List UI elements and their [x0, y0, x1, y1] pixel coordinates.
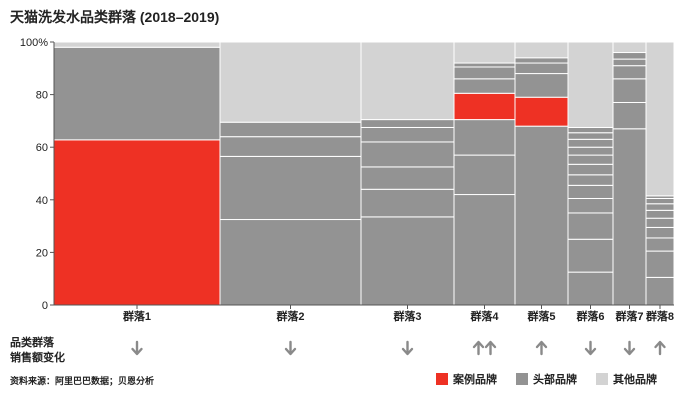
y-tick-label-1: 20 [36, 247, 48, 259]
bar-segment-4-6 [453, 66, 516, 80]
y-tick-label-4: 80 [36, 90, 48, 102]
sales-change-arrow-4-a [472, 340, 485, 356]
bar-segment-7-4 [612, 65, 647, 80]
sales-change-arrow-6 [584, 340, 597, 356]
bar-segment-7-2 [612, 101, 647, 130]
bar-segment-5-4 [514, 62, 569, 75]
sales-change-arrow-7 [623, 340, 636, 356]
bar-segment-3-1 [360, 216, 455, 306]
bar-segment-5-1 [514, 125, 569, 306]
bar-segment-2-4 [219, 121, 362, 138]
bar-segment-7-3 [612, 78, 647, 103]
bar-segment-4-4 [453, 92, 516, 121]
bar-segment-4-1 [453, 194, 516, 306]
sales-change-arrow-1 [131, 340, 143, 356]
bar-segment-2-3 [219, 136, 362, 157]
bar-segment-8-2 [645, 250, 675, 278]
x-axis: 群落1 群落2 群落3 群落4 群落5 群落6 群落7 群落8 [54, 304, 674, 323]
bar-segment-6-4 [567, 197, 614, 214]
bar-segment-6-3 [567, 212, 614, 240]
bar-segment-5-3 [514, 73, 569, 98]
x-tick-label-4: 群落4 [469, 309, 499, 323]
bar-segment-6-1 [567, 271, 614, 306]
legend-label-case: 案例品牌 [453, 374, 497, 386]
sales-change-arrow-4-b [484, 340, 497, 356]
bar-segment-8-10 [645, 41, 675, 197]
bar-segment-8-3 [645, 237, 675, 252]
bar-segment-5-6 [514, 41, 569, 59]
bar-segment-4-2 [453, 154, 516, 196]
bar-segment-3-2 [360, 188, 455, 218]
chart-title: 天猫洗发水品类群落 (2018–2019) [10, 9, 220, 25]
bar-segment-7-6 [612, 52, 647, 60]
bar-segment-3-7 [360, 41, 455, 121]
bar-segment-1-3 [53, 41, 221, 48]
bar-segment-3-4 [360, 141, 455, 168]
legend-swatch-head [516, 373, 528, 385]
sales-change-arrow-5 [535, 340, 548, 356]
bar-segment-6-12 [567, 126, 614, 134]
legend-swatch-case [436, 373, 448, 385]
sales-change-arrow-2 [284, 340, 297, 356]
y-tick-label-5: 100% [20, 37, 48, 49]
bar-segment-3-5 [360, 126, 455, 143]
bar-segment-2-5 [219, 41, 362, 123]
x-tick-label-7: 群落7 [614, 309, 643, 323]
sales-change-arrows [131, 340, 666, 356]
bar-segment-6-9 [567, 146, 614, 156]
legend-item-head: 头部品牌 [516, 371, 577, 387]
bar-segment-4-8 [453, 41, 516, 64]
y-tick-label-2: 40 [36, 195, 48, 207]
legend-item-case: 案例品牌 [436, 371, 497, 387]
bar-segment-8-5 [645, 217, 675, 228]
x-tick-label-8: 群落8 [645, 309, 674, 323]
bar-segment-2-2 [219, 155, 362, 221]
trend-label-sales: 销售额变化 [10, 352, 65, 364]
bar-segment-6-8 [567, 154, 614, 165]
y-tick-label-3: 60 [36, 142, 48, 154]
y-axis: 0 20 40 60 80 100% [20, 37, 55, 312]
trend-label-category: 品类群落 [10, 337, 54, 349]
x-tick-label-2: 群落2 [275, 309, 304, 323]
bar-segment-6-5 [567, 184, 614, 199]
bar-segment-6-2 [567, 238, 614, 273]
source-note: 资料来源：阿里巴巴数据；贝恩分析 [10, 376, 155, 386]
bar-segment-6-6 [567, 174, 614, 186]
bar-segment-5-2 [514, 96, 569, 127]
legend-item-other: 其他品牌 [596, 371, 657, 387]
bar-segment-6-13 [567, 41, 614, 128]
legend-label-other: 其他品牌 [613, 374, 657, 386]
x-tick-label-5: 群落5 [526, 309, 555, 323]
bar-segment-4-3 [453, 119, 516, 156]
legend-swatch-other [596, 373, 608, 385]
bar-segment-6-7 [567, 163, 614, 176]
bars-layer [53, 41, 675, 306]
y-tick-label-0: 0 [42, 300, 48, 312]
bar-segment-1-2 [53, 46, 221, 141]
legend-label-head: 头部品牌 [533, 374, 577, 386]
bar-segment-4-5 [453, 78, 516, 94]
sales-change-arrow-8 [654, 340, 666, 356]
bar-segment-7-5 [612, 58, 647, 67]
x-tick-label-1: 群落1 [122, 309, 151, 323]
bar-segment-3-3 [360, 166, 455, 190]
sales-change-arrow-3 [401, 340, 414, 356]
bar-segment-1-1 [53, 139, 221, 306]
bar-segment-5-5 [514, 57, 569, 64]
bar-segment-6-11 [567, 132, 614, 140]
bar-segment-8-6 [645, 209, 675, 219]
x-tick-label-3: 群落3 [392, 309, 421, 323]
bar-segment-4-7 [453, 62, 516, 68]
bar-segment-7-7 [612, 41, 647, 54]
bar-segment-2-1 [219, 219, 362, 306]
bar-segment-3-6 [360, 119, 455, 128]
bar-segment-8-7 [645, 203, 675, 211]
bar-segment-8-1 [645, 276, 675, 306]
bar-segment-8-8 [645, 197, 675, 205]
bar-segment-8-4 [645, 226, 675, 239]
bar-segment-7-1 [612, 128, 647, 306]
x-tick-label-6: 群落6 [575, 309, 604, 323]
bar-segment-6-10 [567, 138, 614, 148]
